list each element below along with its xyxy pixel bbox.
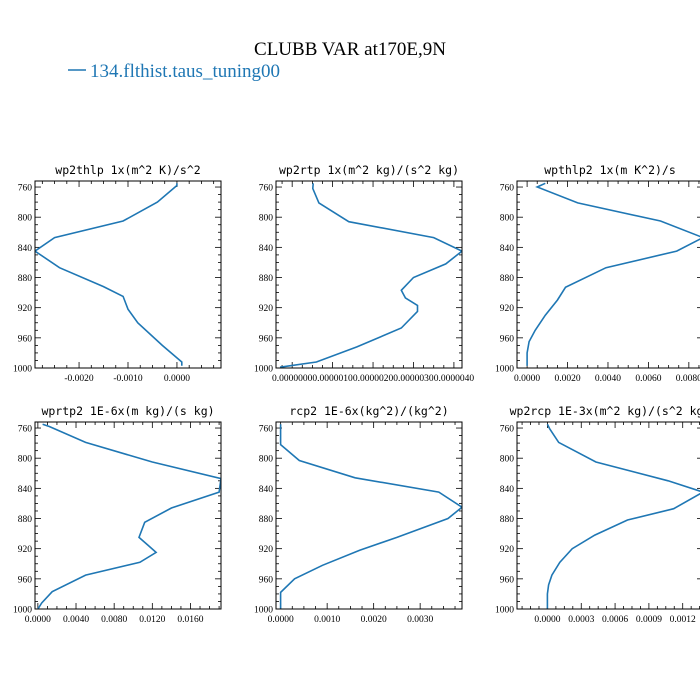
series-line: [35, 183, 183, 366]
figure-title: CLUBB VAR at170E,9N: [254, 39, 446, 60]
y-tick-label: 920: [18, 304, 33, 314]
y-tick-label: 840: [259, 244, 274, 254]
y-tick-label: 840: [259, 485, 274, 495]
x-tick-label: 0.0000: [268, 615, 294, 625]
legend-label: 134.flthist.taus_tuning00: [90, 61, 280, 82]
x-tick-label: 0.0000: [25, 615, 51, 625]
y-tick-label: 760: [259, 184, 274, 194]
panel-5: rcp2 1E-6x(kg^2)/(kg^2) 760 800 840 880 920 96…: [254, 404, 463, 625]
plot-frame: [275, 421, 463, 610]
x-tick-label: 0.0040: [595, 374, 621, 384]
y-tick-label: 960: [18, 334, 33, 344]
series-line: [37, 423, 221, 609]
y-tick-label: 1000: [495, 606, 514, 616]
y-tick-label: 960: [18, 575, 33, 585]
y-tick-label: 760: [259, 425, 274, 435]
y-tick-label: 880: [500, 515, 515, 525]
x-tick-label: 0.0012: [670, 615, 696, 625]
series-line: [546, 423, 700, 609]
panel-title: wp2rtp 1x(m^2 kg)/(s^2 kg): [279, 163, 459, 177]
y-tick-label: 840: [500, 485, 515, 495]
y-tick-label: 880: [18, 274, 33, 284]
y-tick-label: 800: [500, 455, 515, 465]
y-tick-label: 920: [18, 545, 33, 555]
x-tick-label: 0.0000020: [353, 374, 394, 384]
panel-title: wpthlp2 1x(m K^2)/s: [544, 163, 676, 177]
x-tick-label: 0.0160: [177, 615, 203, 625]
y-tick-label: 1000: [254, 365, 273, 375]
y-tick-label: 960: [500, 575, 515, 585]
x-tick-label: 0.0060: [635, 374, 661, 384]
panel-2: wp2rtp 1x(m^2 kg)/(s^2 kg) 760 800 840 880 92…: [254, 163, 474, 384]
y-tick-label: 800: [259, 214, 274, 224]
y-tick-label: 960: [259, 575, 274, 585]
x-tick-label: 0.0010: [314, 615, 340, 625]
series-line: [279, 183, 462, 368]
x-tick-label: -0.0020: [64, 374, 94, 384]
x-tick-label: 0.0030: [407, 615, 433, 625]
y-tick-label: 1000: [13, 365, 32, 375]
y-tick-label: 760: [500, 184, 515, 194]
y-tick-label: 1000: [13, 606, 32, 616]
y-tick-label: 840: [18, 244, 33, 254]
panel-3: wpthlp2 1x(m K^2)/s 760 800 840 880 920 960 100…: [495, 163, 700, 384]
y-tick-label: 760: [500, 425, 515, 435]
series-line: [279, 424, 462, 609]
y-tick-label: 920: [259, 304, 274, 314]
x-tick-label: 0.0000: [534, 615, 560, 625]
y-tick-label: 800: [18, 214, 33, 224]
y-tick-label: 840: [18, 485, 33, 495]
x-tick-label: 0.0000040: [434, 374, 475, 384]
x-tick-label: 0.0003: [568, 615, 594, 625]
panel-1: wp2thlp 1x(m^2 K)/s^2 760 800 840 880 920 960 1…: [13, 163, 222, 384]
y-tick-label: 800: [18, 455, 33, 465]
legend: 134.flthist.taus_tuning00: [68, 61, 280, 82]
plot-frame: [275, 180, 463, 369]
y-tick-label: 880: [259, 515, 274, 525]
y-tick-label: 800: [259, 455, 274, 465]
x-tick-label: 0.0006: [602, 615, 628, 625]
x-tick-label: 0.0080: [676, 374, 700, 384]
y-tick-label: 880: [18, 515, 33, 525]
x-tick-label: -0.0010: [113, 374, 143, 384]
y-tick-label: 1000: [254, 606, 273, 616]
y-tick-label: 800: [500, 214, 515, 224]
x-tick-label: 0.0000: [514, 374, 540, 384]
plot-frame: [516, 421, 700, 610]
x-tick-label: 0.0040: [63, 615, 89, 625]
y-tick-label: 880: [259, 274, 274, 284]
y-tick-label: 880: [500, 274, 515, 284]
y-tick-label: 960: [500, 334, 515, 344]
panel-title: rcp2 1E-6x(kg^2)/(kg^2): [289, 404, 448, 418]
panel-title: wp2thlp 1x(m^2 K)/s^2: [55, 163, 200, 177]
plot-frame: [34, 421, 222, 610]
panel-6: wp2rcp 1E-3x(m^2 kg)/(s^2 kg) 760 800 840 88…: [495, 404, 700, 625]
panel-grid: wp2thlp 1x(m^2 K)/s^2 760 800 840 880 920 960 1…: [13, 163, 700, 625]
x-tick-label: 0.0020: [361, 615, 387, 625]
x-tick-label: 0.0000000: [272, 374, 313, 384]
x-tick-label: 0.0080: [101, 615, 127, 625]
y-tick-label: 760: [18, 425, 33, 435]
x-tick-label: 0.0000010: [312, 374, 353, 384]
plot-frame: [516, 180, 700, 369]
y-tick-label: 920: [500, 545, 515, 555]
x-tick-label: 0.0000030: [393, 374, 434, 384]
y-tick-label: 760: [18, 184, 33, 194]
y-tick-label: 1000: [495, 365, 514, 375]
panel-4: wprtp2 1E-6x(m kg)/(s kg) 760 800 840 880 920…: [13, 404, 222, 625]
y-tick-label: 960: [259, 334, 274, 344]
x-tick-label: 0.0000: [164, 374, 190, 384]
plot-frame: [34, 180, 222, 369]
x-tick-label: 0.0009: [636, 615, 662, 625]
y-tick-label: 920: [500, 304, 515, 314]
panel-title: wp2rcp 1E-3x(m^2 kg)/(s^2 kg): [510, 404, 700, 418]
x-tick-label: 0.0020: [554, 374, 580, 384]
x-tick-label: 0.0120: [139, 615, 165, 625]
y-tick-label: 920: [259, 545, 274, 555]
panel-title: wprtp2 1E-6x(m kg)/(s kg): [41, 404, 214, 418]
series-line: [526, 182, 700, 366]
y-tick-label: 840: [500, 244, 515, 254]
